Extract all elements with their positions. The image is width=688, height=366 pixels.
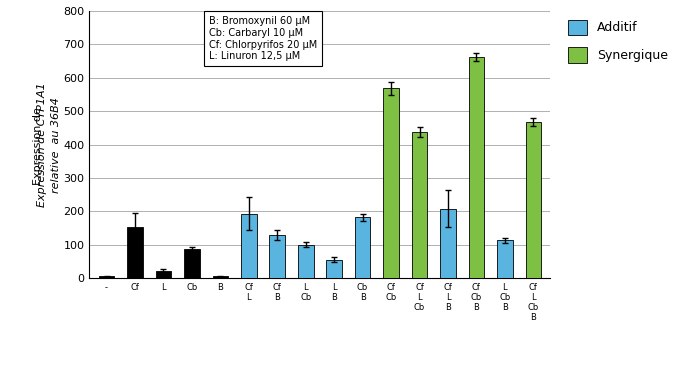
Bar (270, 235, 285, 278)
Legend: Additif, Synergique: Additif, Synergique (566, 17, 671, 65)
Bar (127, 227, 143, 278)
Bar (383, 89, 399, 278)
Bar (326, 260, 342, 278)
Text: B: Bromoxynil 60 μM
Cb: Carbaryl 10 μM
Cf: Chlorpyrifos 20 μM
L: Linuron 12,5 μM: B: Bromoxynil 60 μM Cb: Carbaryl 10 μM C… (209, 16, 318, 61)
Bar (411, 132, 427, 278)
Bar (469, 57, 484, 278)
Bar (98, 276, 114, 278)
Bar (155, 271, 171, 278)
Bar (184, 249, 200, 278)
Bar (497, 240, 513, 278)
Text: Expression de: Expression de (33, 104, 43, 185)
Bar (298, 245, 314, 278)
Y-axis label: Expression de CYP1A1
relative  au 36B4: Expression de CYP1A1 relative au 36B4 (37, 82, 61, 207)
Bar (355, 217, 370, 278)
Bar (213, 276, 228, 278)
Bar (440, 209, 455, 278)
Bar (526, 122, 541, 278)
Bar (241, 214, 257, 278)
